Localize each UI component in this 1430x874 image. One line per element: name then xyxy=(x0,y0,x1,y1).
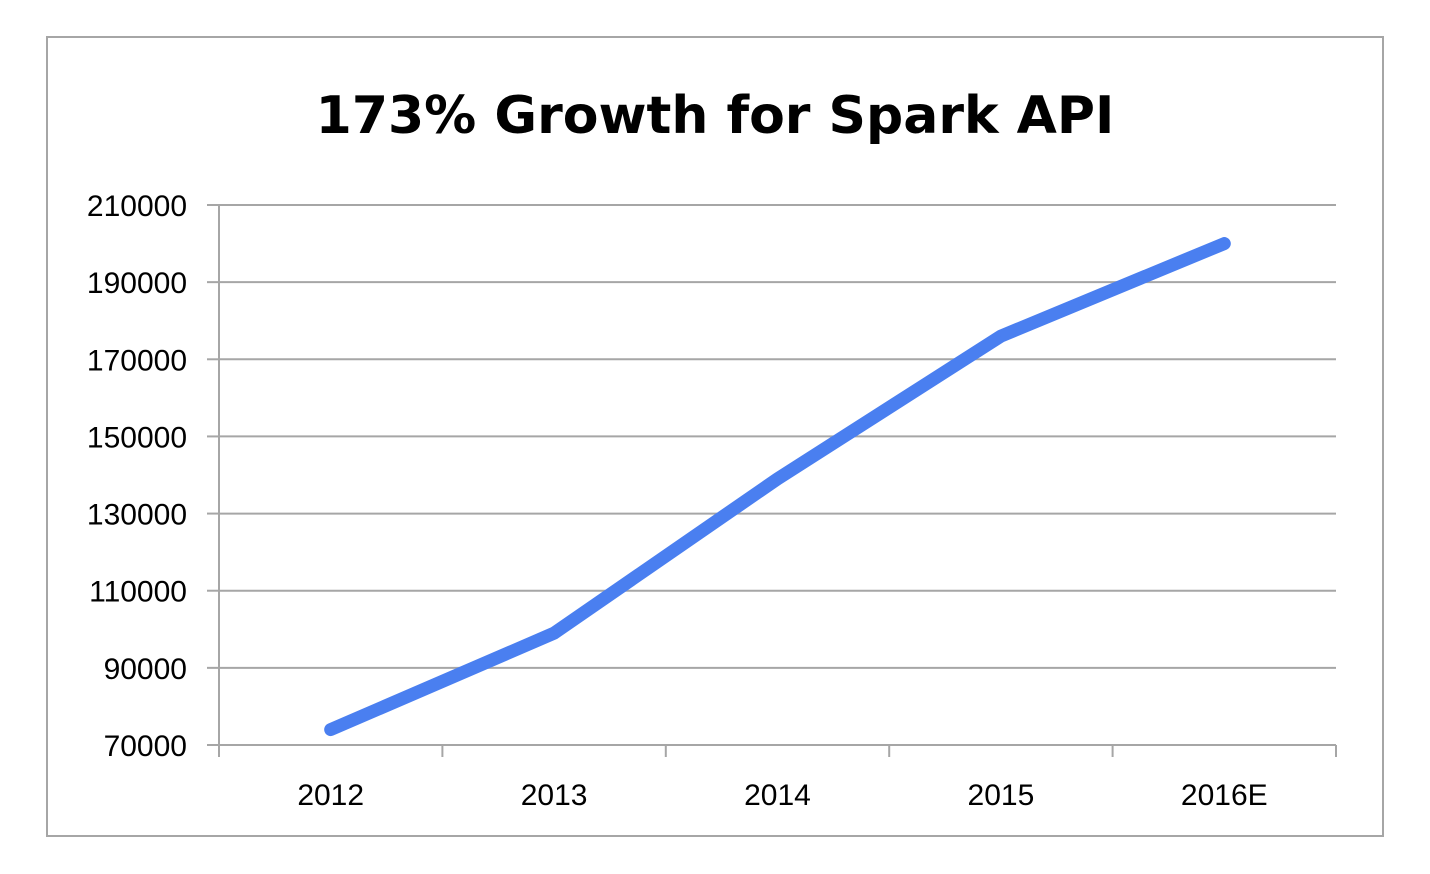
x-tick-label: 2016E xyxy=(1181,779,1268,812)
x-axis xyxy=(218,205,1337,757)
y-tick-label: 110000 xyxy=(89,576,187,609)
y-tick-label: 170000 xyxy=(87,344,187,377)
y-tick-label: 130000 xyxy=(87,499,187,532)
x-tick-label: 2015 xyxy=(968,779,1035,812)
chart-title: 173% Growth for Spark API xyxy=(315,86,1115,146)
x-tick-label: 2014 xyxy=(744,779,811,812)
y-tick-labels: 70000 90000 110000 130000 150000 170000 190000… xyxy=(87,190,187,763)
series-group xyxy=(324,237,1231,737)
data-point xyxy=(1000,335,1002,337)
data-point xyxy=(777,478,778,480)
x-tick-label: 2012 xyxy=(297,779,364,812)
y-tick-label: 190000 xyxy=(87,267,187,300)
data-point xyxy=(553,632,555,634)
data-point xyxy=(1223,243,1225,245)
x-tick-labels: 2012 2013 2014 2015 2016E xyxy=(297,779,1267,812)
gridlines xyxy=(207,204,1336,746)
x-tick-label: 2013 xyxy=(521,779,588,812)
series-line xyxy=(324,237,1231,737)
y-tick-label: 210000 xyxy=(87,190,187,223)
y-tick-label: 90000 xyxy=(104,653,187,686)
data-point xyxy=(330,729,332,731)
y-tick-label: 70000 xyxy=(104,730,187,763)
y-tick-label: 150000 xyxy=(87,421,187,454)
